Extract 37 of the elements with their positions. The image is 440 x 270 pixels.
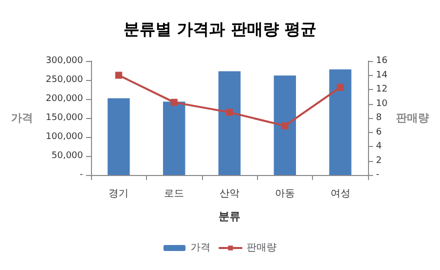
y2-tick-label: 16 xyxy=(376,56,388,66)
point xyxy=(281,122,288,130)
point xyxy=(226,108,233,116)
y-tick-label: - xyxy=(80,170,83,180)
y2-axis-title: 판매량 xyxy=(396,112,429,124)
y2-tick-label: 6 xyxy=(376,127,382,138)
y-tick-label: 200,000 xyxy=(46,94,84,104)
y2-tick-label: 8 xyxy=(376,113,382,123)
y-tick-label: 150,000 xyxy=(46,113,84,123)
point xyxy=(336,84,344,91)
legend-label: 판매량 xyxy=(246,242,276,254)
x-tick-label: 여성 xyxy=(330,188,350,200)
x-tick-label: 아동 xyxy=(274,188,295,200)
bar xyxy=(218,71,241,175)
point xyxy=(115,72,122,79)
y2-tick-label: - xyxy=(376,170,380,180)
x-axis-title: 분류 xyxy=(218,210,240,223)
y2-tick-label: 4 xyxy=(376,142,382,152)
chart-title: 분류별 가격과 판매량 평균 xyxy=(124,20,316,38)
legend-label: 가격 xyxy=(190,242,210,254)
y2-tick-label: 12 xyxy=(376,84,388,94)
y-tick-label: 50,000 xyxy=(52,151,84,161)
y2-tick-label: 2 xyxy=(376,156,382,166)
bar xyxy=(329,69,352,175)
y2-tick-label: 14 xyxy=(376,70,388,80)
y2-tick-label: 10 xyxy=(376,98,388,109)
y-tick-label: 300,000 xyxy=(46,56,84,66)
x-tick-label: 로드 xyxy=(164,188,184,200)
y-tick-label: 100,000 xyxy=(46,132,84,142)
bar xyxy=(274,75,296,175)
x-tick-label: 경기 xyxy=(108,188,129,200)
y-axis-title: 가격 xyxy=(11,112,33,124)
bar xyxy=(163,102,186,175)
bar xyxy=(108,98,130,175)
y-tick-label: 250,000 xyxy=(46,75,84,85)
point xyxy=(170,98,178,106)
x-tick-label: 산악 xyxy=(220,188,240,200)
